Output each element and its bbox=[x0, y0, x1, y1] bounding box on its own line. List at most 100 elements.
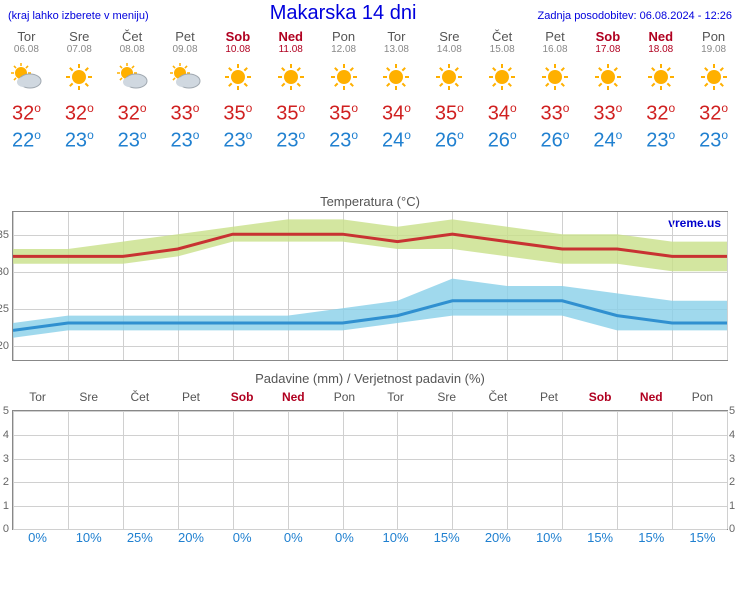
day-col: Ned11.0835o23o bbox=[264, 29, 317, 152]
temp-chart: vreme.us 20253035 bbox=[12, 211, 728, 361]
temp-low: 26o bbox=[529, 128, 582, 153]
y-tick-label: 5 bbox=[0, 405, 9, 417]
weather-icon bbox=[581, 59, 634, 95]
precip-probability: 20% bbox=[472, 530, 523, 545]
temp-low: 22o bbox=[0, 128, 53, 153]
precip-day-label: Pet bbox=[165, 388, 216, 406]
precip-probability: 15% bbox=[626, 530, 677, 545]
precip-day-label: Tor bbox=[12, 388, 63, 406]
temp-high: 34o bbox=[476, 101, 529, 126]
temp-low: 26o bbox=[476, 128, 529, 153]
day-col: Ned18.0832o23o bbox=[634, 29, 687, 152]
day-date: 06.08 bbox=[0, 44, 53, 55]
day-col: Pon19.08 32o23o bbox=[687, 29, 740, 152]
temp-chart-section: Temperatura (°C) vreme.us 20253035 bbox=[0, 156, 740, 361]
precip-day-labels: TorSreČetPetSobNedPonTorSreČetPetSobNedP… bbox=[12, 388, 728, 406]
day-name: Sob bbox=[211, 29, 264, 44]
weather-icon bbox=[476, 59, 529, 95]
day-date: 09.08 bbox=[159, 44, 212, 55]
day-name: Sre bbox=[423, 29, 476, 44]
precip-probability: 0% bbox=[319, 530, 370, 545]
day-date: 18.08 bbox=[634, 44, 687, 55]
y-tick-label: 5 bbox=[729, 405, 740, 417]
temp-low: 26o bbox=[423, 128, 476, 153]
day-date: 19.08 bbox=[687, 44, 740, 55]
day-date: 15.08 bbox=[476, 44, 529, 55]
temp-low: 23o bbox=[317, 128, 370, 153]
day-col: Pet09.0833o23o bbox=[159, 29, 212, 152]
precip-probability: 0% bbox=[268, 530, 319, 545]
precip-chart: 012345012345 bbox=[12, 410, 728, 530]
precip-day-label: Sob bbox=[217, 388, 268, 406]
y-tick-label: 4 bbox=[0, 429, 9, 441]
precip-day-label: Sre bbox=[421, 388, 472, 406]
weather-icon bbox=[634, 59, 687, 95]
weather-icon bbox=[53, 59, 106, 95]
temp-high: 33o bbox=[159, 101, 212, 126]
precip-probability: 25% bbox=[114, 530, 165, 545]
y-tick-label: 3 bbox=[0, 453, 9, 465]
temp-low: 23o bbox=[264, 128, 317, 153]
page-title: Makarska 14 dni bbox=[270, 2, 417, 25]
weather-icon bbox=[264, 59, 317, 95]
last-updated: Zadnja posodobitev: 06.08.2024 - 12:26 bbox=[538, 10, 732, 22]
y-tick-label: 20 bbox=[0, 340, 9, 352]
temp-high: 33o bbox=[529, 101, 582, 126]
temp-low: 23o bbox=[106, 128, 159, 153]
temp-high: 34o bbox=[370, 101, 423, 126]
precip-day-label: Ned bbox=[268, 388, 319, 406]
temp-high: 32o bbox=[106, 101, 159, 126]
day-date: 11.08 bbox=[264, 44, 317, 55]
weather-icon bbox=[159, 59, 212, 95]
temp-low: 23o bbox=[687, 128, 740, 153]
day-name: Pet bbox=[529, 29, 582, 44]
precip-day-label: Sob bbox=[575, 388, 626, 406]
y-tick-label: 25 bbox=[0, 303, 9, 315]
precip-probability-row: 0%10%25%20%0%0%0%10%15%20%10%15%15%15% bbox=[12, 530, 728, 545]
precip-probability: 15% bbox=[575, 530, 626, 545]
day-date: 14.08 bbox=[423, 44, 476, 55]
precip-day-label: Pon bbox=[319, 388, 370, 406]
day-name: Pon bbox=[687, 29, 740, 44]
y-tick-label: 4 bbox=[729, 429, 740, 441]
temp-high: 35o bbox=[317, 101, 370, 126]
y-tick-label: 0 bbox=[0, 523, 9, 535]
precip-probability: 15% bbox=[421, 530, 472, 545]
precip-day-label: Ned bbox=[626, 388, 677, 406]
day-col: Sob10.0835o23o bbox=[211, 29, 264, 152]
weather-icon bbox=[370, 59, 423, 95]
precip-probability: 15% bbox=[677, 530, 728, 545]
temp-high: 35o bbox=[423, 101, 476, 126]
precip-probability: 0% bbox=[12, 530, 63, 545]
temp-high: 35o bbox=[211, 101, 264, 126]
precip-day-label: Čet bbox=[472, 388, 523, 406]
day-name: Tor bbox=[0, 29, 53, 44]
temp-low: 23o bbox=[159, 128, 212, 153]
precip-probability: 0% bbox=[217, 530, 268, 545]
y-tick-label: 2 bbox=[729, 476, 740, 488]
day-name: Ned bbox=[634, 29, 687, 44]
day-date: 10.08 bbox=[211, 44, 264, 55]
day-col: Sre14.08 35o26o bbox=[423, 29, 476, 152]
weather-icon bbox=[423, 59, 476, 95]
temp-high: 32o bbox=[634, 101, 687, 126]
temp-high: 32o bbox=[687, 101, 740, 126]
day-col: Čet15.0834o26o bbox=[476, 29, 529, 152]
precip-day-label: Sre bbox=[63, 388, 114, 406]
precip-probability: 10% bbox=[370, 530, 421, 545]
day-name: Sre bbox=[53, 29, 106, 44]
precip-day-label: Pet bbox=[523, 388, 574, 406]
day-col: Tor06.0832o22o bbox=[0, 29, 53, 152]
day-col: Pon12.0835o23o bbox=[317, 29, 370, 152]
precip-day-label: Čet bbox=[114, 388, 165, 406]
y-tick-label: 3 bbox=[729, 453, 740, 465]
precip-probability: 20% bbox=[165, 530, 216, 545]
day-name: Čet bbox=[106, 29, 159, 44]
weather-icon bbox=[211, 59, 264, 95]
day-name: Ned bbox=[264, 29, 317, 44]
day-date: 16.08 bbox=[529, 44, 582, 55]
temp-low: 23o bbox=[53, 128, 106, 153]
weather-icon bbox=[317, 59, 370, 95]
day-col: Čet08.0832o23o bbox=[106, 29, 159, 152]
y-tick-label: 30 bbox=[0, 266, 9, 278]
